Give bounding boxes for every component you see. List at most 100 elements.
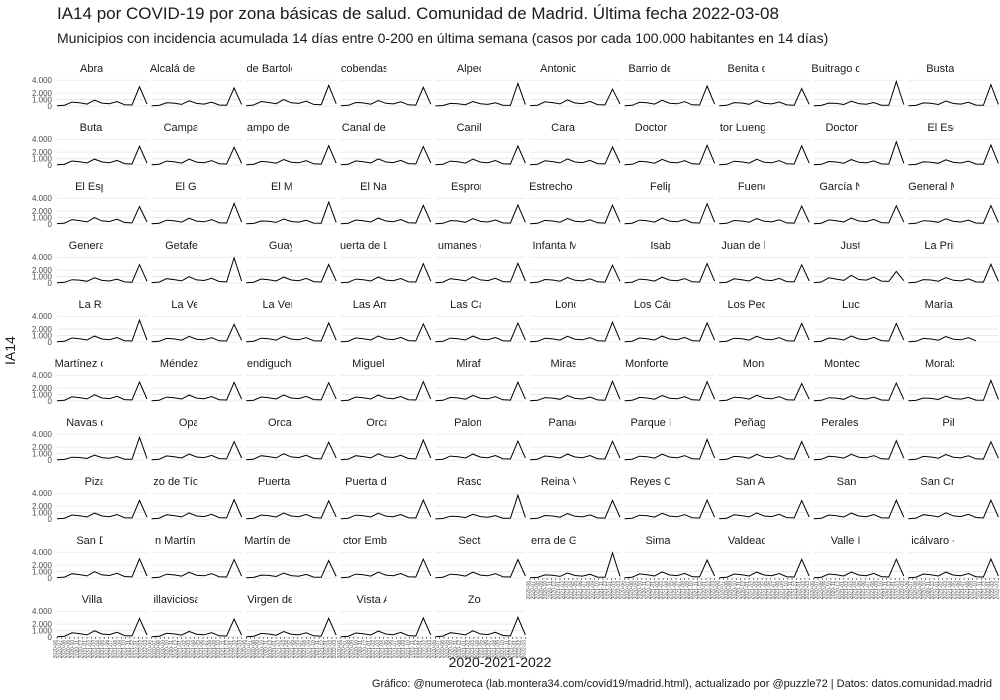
panel-title: Zofío: [468, 594, 493, 606]
series-line: [56, 617, 148, 638]
series-line: [529, 145, 621, 166]
panel-title: El Molar: [271, 181, 312, 193]
panel-title: Las Américas: [353, 299, 420, 311]
x-tick-label: 2020-10: [70, 640, 76, 659]
x-tick-label: 2020-07: [814, 581, 820, 600]
series-line: [56, 435, 148, 461]
panel-title: Miguel Servet: [352, 358, 419, 370]
x-tick-label: 2021-07: [960, 581, 966, 600]
x-tick-label: 2021-03: [375, 640, 381, 659]
panel-title: Méndez Álvaro: [160, 357, 233, 370]
x-tick-label: 2020-10: [638, 581, 644, 600]
x-tick-label: 2020-11: [358, 640, 364, 658]
panel-title: Opañel: [179, 417, 214, 429]
y-tick-label: 2.000: [32, 443, 53, 452]
panel-title: Mirasierra: [551, 358, 601, 370]
panel: Perales del Río: [813, 417, 905, 461]
x-tick-label: 2021-02: [939, 581, 945, 600]
series-line: [624, 143, 716, 166]
series-line: [529, 263, 621, 284]
panel-title: García Noblejas: [819, 181, 898, 193]
panel: Guayaba: [246, 240, 337, 284]
x-tick-label: 2020-09: [634, 581, 640, 600]
series-line: [908, 557, 999, 579]
x-tick-label: 2021-03: [659, 581, 665, 600]
x-tick-label: 2022-02: [612, 581, 618, 600]
x-tick-label: 2020-07: [625, 581, 631, 600]
x-tick-label: 2020-09: [823, 581, 829, 600]
panel: Valdeacederas 2020-062020-072020-082020-0…: [715, 535, 811, 599]
panel-title: Reyes Católicos: [630, 476, 710, 488]
panel-title: Rascafría: [457, 476, 505, 488]
x-tick-label: 2020-09: [539, 581, 545, 600]
series-line: [56, 145, 148, 166]
x-tick-label: 2020-06: [431, 640, 437, 659]
x-tick-label: 2021-11: [410, 640, 416, 658]
x-tick-label: 2022-01: [229, 640, 235, 659]
panel: Alpedrete: [435, 63, 526, 107]
x-tick-label: 2021-01: [651, 581, 657, 600]
panel-title: El Escorial: [927, 122, 979, 134]
x-tick-label: 2020-12: [930, 581, 936, 600]
panel-title: Puerta del Ángel: [345, 475, 426, 488]
y-tick-label: 2.000: [32, 561, 53, 570]
x-tick-label: 2020-08: [913, 581, 919, 600]
panel: Lucero: [813, 299, 905, 343]
panel-title: Martín de Valdeigle: [244, 535, 338, 547]
x-tick-label: 2021-04: [96, 640, 102, 659]
panel: General Moscardó: [908, 181, 999, 225]
panel: Las Américas: [340, 299, 432, 343]
x-tick-label: 2021-03: [186, 640, 192, 659]
panel: García Noblejas: [813, 181, 905, 225]
x-tick-label: 2021-09: [496, 640, 502, 659]
panel-title: Guayaba: [269, 240, 315, 252]
series-line: [719, 558, 810, 579]
panel-title: Alpedrete: [457, 63, 504, 75]
series-line: [719, 87, 810, 107]
panel-title: Espronceda: [451, 181, 511, 193]
panel: Los Cármenes: [624, 299, 716, 343]
series-line: [813, 381, 905, 402]
y-tick-label: 0: [48, 633, 53, 642]
x-tick-label: 2020-10: [827, 581, 833, 600]
x-tick-label: 2021-09: [401, 640, 407, 659]
x-tick-label: 2021-12: [509, 640, 515, 659]
x-tick-label: 2020-10: [259, 640, 265, 659]
panel-title: Valle Inclán: [831, 535, 887, 547]
series-line: [813, 322, 905, 343]
series-line: [719, 499, 810, 520]
y-tick-label: 1.000: [32, 332, 53, 341]
panel-title: Abrantes: [80, 63, 125, 75]
series-line: [435, 439, 526, 461]
panel: Miguel Servet: [340, 358, 432, 402]
series-line: [246, 381, 337, 402]
panel-title: Valdeacederas: [728, 535, 801, 547]
x-tick-label: 2021-07: [298, 640, 304, 659]
x-tick-label: 2020-12: [363, 640, 369, 659]
series-line: [246, 441, 337, 461]
x-tick-label: 2021-02: [182, 640, 188, 659]
panel: Reina Victoria: [529, 476, 621, 520]
x-tick-label: 2021-06: [672, 581, 678, 600]
panel-title: General Oráa: [69, 240, 137, 252]
x-tick-label: 2020-10: [543, 581, 549, 600]
panel-title: Los Cármenes: [634, 299, 706, 311]
series-line: [246, 144, 337, 166]
y-tick-label: 4.000: [32, 371, 53, 380]
x-tick-label: 2021-05: [573, 581, 579, 600]
series-line: [151, 381, 243, 402]
x-tick-label: 2020-07: [436, 640, 442, 659]
x-tick-label: 2021-02: [750, 581, 756, 600]
series-line: [908, 83, 999, 107]
x-tick-label: 2022-01: [513, 640, 519, 659]
y-tick-label: 0: [48, 102, 53, 111]
series-line: [719, 382, 810, 402]
series-line: [813, 499, 905, 520]
y-tick-label: 1.000: [32, 450, 53, 459]
panel-title: illaviciosa de Odó: [153, 594, 239, 606]
x-tick-label: 2020-08: [629, 581, 635, 600]
y-tick-label: 4.000: [32, 312, 53, 321]
x-tick-label: 2021-01: [745, 581, 751, 600]
